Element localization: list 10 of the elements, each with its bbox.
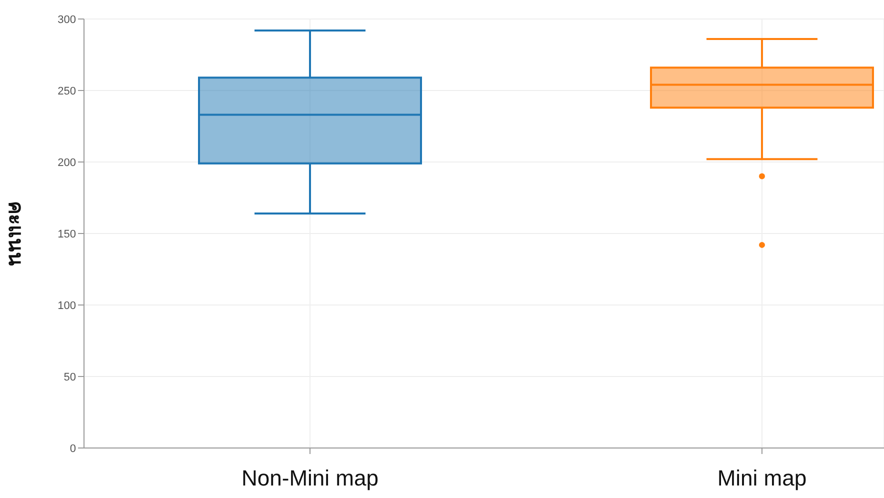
x-tick-label: Mini map <box>717 466 807 491</box>
x-tick-label: Non-Mini map <box>242 466 378 491</box>
y-tick-label: 150 <box>58 228 76 240</box>
y-tick-label: 200 <box>58 156 76 169</box>
y-tick-label: 100 <box>58 300 76 312</box>
y-tick-label: 0 <box>70 442 76 455</box>
y-tick-label: 250 <box>58 85 76 98</box>
y-tick-label: 50 <box>64 371 76 384</box>
y-axis-title: คะแนน <box>4 201 26 266</box>
y-tick-label: 300 <box>58 14 76 26</box>
